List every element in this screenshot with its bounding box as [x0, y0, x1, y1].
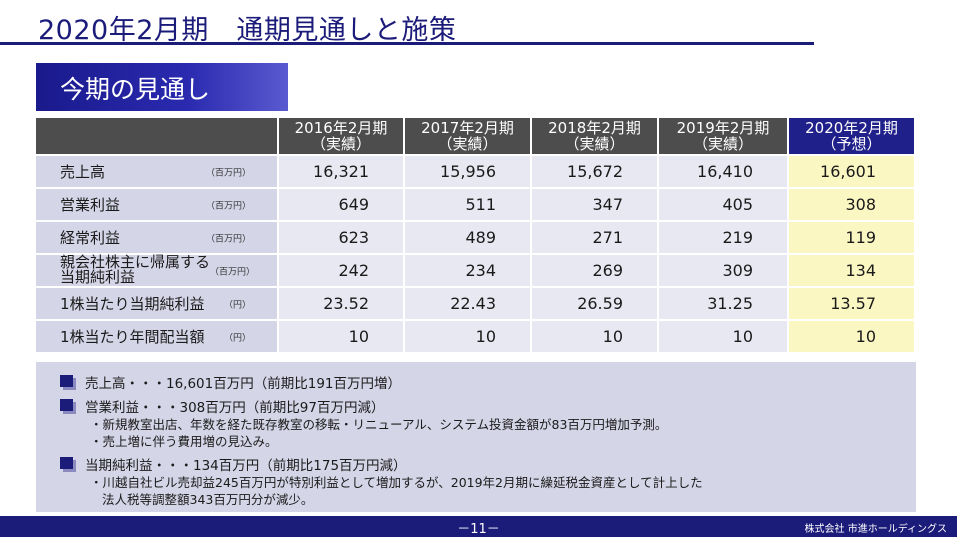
- summary-item-net-income: 当期純利益・・・134百万円（前期比175百万円減）: [60, 454, 916, 474]
- row-label: 売上高 （百万円）: [36, 156, 279, 189]
- table-cell: 405: [659, 189, 789, 222]
- unit-label: （百万円）: [205, 201, 251, 211]
- table-cell: 10: [279, 321, 405, 354]
- unit-label: （円）: [223, 333, 251, 343]
- summary-box: 売上高・・・16,601百万円（前期比191百万円増） 営業利益・・・308百万…: [36, 362, 916, 512]
- header-corner: [36, 118, 279, 156]
- column-header-fy2016: 2016年2月期 （実績）: [279, 118, 405, 156]
- table-cell: 234: [405, 255, 532, 288]
- table-cell: 489: [405, 222, 532, 255]
- title-underline: [0, 42, 814, 45]
- table-cell: 15,956: [405, 156, 532, 189]
- unit-label: （円）: [223, 300, 251, 310]
- footer-bar: －11－ 株式会社 市進ホールディングス: [0, 516, 957, 537]
- table-row-eps: 1株当たり当期純利益 （円） 23.52 22.43 26.59 31.25 13…: [36, 288, 916, 321]
- forecast-cell: 16,601: [789, 156, 916, 189]
- table-header-row: 2016年2月期 （実績） 2017年2月期 （実績） 2018年2月期 （実績） 2…: [36, 118, 916, 156]
- table-cell: 15,672: [532, 156, 659, 189]
- table-cell: 10: [532, 321, 659, 354]
- square-bullet-icon: [60, 374, 77, 390]
- forecast-cell: 308: [789, 189, 916, 222]
- forecast-cell: 119: [789, 222, 916, 255]
- forecast-cell: 134: [789, 255, 916, 288]
- column-header-fy2017: 2017年2月期 （実績）: [405, 118, 532, 156]
- table-row-dividend: 1株当たり年間配当額 （円） 10 10 10 10 10: [36, 321, 916, 354]
- row-label: 経常利益 （百万円）: [36, 222, 279, 255]
- company-name: 株式会社 市進ホールディングス: [804, 524, 947, 535]
- summary-text: 売上高・・・16,601百万円（前期比191百万円増）: [85, 376, 402, 392]
- column-header-fy2020-forecast: 2020年2月期 （予想）: [789, 118, 916, 156]
- summary-note: 法人税等調整額343百万円分が減少。: [102, 492, 314, 507]
- forecast-cell: 13.57: [789, 288, 916, 321]
- page-number: －11－: [457, 522, 500, 537]
- table-cell: 649: [279, 189, 405, 222]
- summary-item-operating: 営業利益・・・308百万円（前期比97百万円減）: [60, 396, 916, 416]
- unit-label: （百万円）: [209, 267, 255, 277]
- table-cell: 10: [659, 321, 789, 354]
- table-cell: 16,410: [659, 156, 789, 189]
- row-label: 1株当たり年間配当額 （円）: [36, 321, 279, 354]
- column-header-fy2018: 2018年2月期 （実績）: [532, 118, 659, 156]
- page-title: 2020年2月期 通期見通しと施策: [38, 15, 457, 46]
- summary-note: ・川越自社ビル売却益245百万円が特別利益として増加するが、2019年2月期に繰…: [90, 475, 703, 490]
- table-cell: 16,321: [279, 156, 405, 189]
- square-bullet-icon: [60, 456, 77, 472]
- row-label: 親会社株主に帰属する 当期純利益 （百万円）: [36, 255, 279, 288]
- table-cell: 22.43: [405, 288, 532, 321]
- forecast-cell: 10: [789, 321, 916, 354]
- table-cell: 623: [279, 222, 405, 255]
- summary-note: ・売上増に伴う費用増の見込み。: [90, 434, 278, 449]
- row-label: 1株当たり当期純利益 （円）: [36, 288, 279, 321]
- table-cell: 269: [532, 255, 659, 288]
- summary-item-sales: 売上高・・・16,601百万円（前期比191百万円増）: [60, 372, 916, 392]
- table-row-net-income: 親会社株主に帰属する 当期純利益 （百万円） 242 234 269 309 134: [36, 255, 916, 288]
- table-cell: 309: [659, 255, 789, 288]
- table-cell: 31.25: [659, 288, 789, 321]
- results-table: 2016年2月期 （実績） 2017年2月期 （実績） 2018年2月期 （実績） 2…: [36, 118, 916, 354]
- table-cell: 10: [405, 321, 532, 354]
- table-row-operating-income: 営業利益 （百万円） 649 511 347 405 308: [36, 189, 916, 222]
- column-header-fy2019: 2019年2月期 （実績）: [659, 118, 789, 156]
- section-banner: 今期の見通し: [36, 63, 288, 111]
- table-row-sales: 売上高 （百万円） 16,321 15,956 15,672 16,410 16,…: [36, 156, 916, 189]
- table-cell: 347: [532, 189, 659, 222]
- table-cell: 219: [659, 222, 789, 255]
- table-row-ordinary-income: 経常利益 （百万円） 623 489 271 219 119: [36, 222, 916, 255]
- table-cell: 242: [279, 255, 405, 288]
- row-label: 営業利益 （百万円）: [36, 189, 279, 222]
- summary-text: 営業利益・・・308百万円（前期比97百万円減）: [85, 400, 385, 416]
- summary-note: ・新規教室出店、年数を経た既存教室の移転・リニューアル、システム投資金額が83百…: [90, 417, 668, 432]
- square-bullet-icon: [60, 398, 77, 414]
- table-cell: 271: [532, 222, 659, 255]
- summary-text: 当期純利益・・・134百万円（前期比175百万円減）: [85, 458, 407, 474]
- table-cell: 23.52: [279, 288, 405, 321]
- table-cell: 26.59: [532, 288, 659, 321]
- table-cell: 511: [405, 189, 532, 222]
- unit-label: （百万円）: [205, 234, 251, 244]
- unit-label: （百万円）: [205, 168, 251, 178]
